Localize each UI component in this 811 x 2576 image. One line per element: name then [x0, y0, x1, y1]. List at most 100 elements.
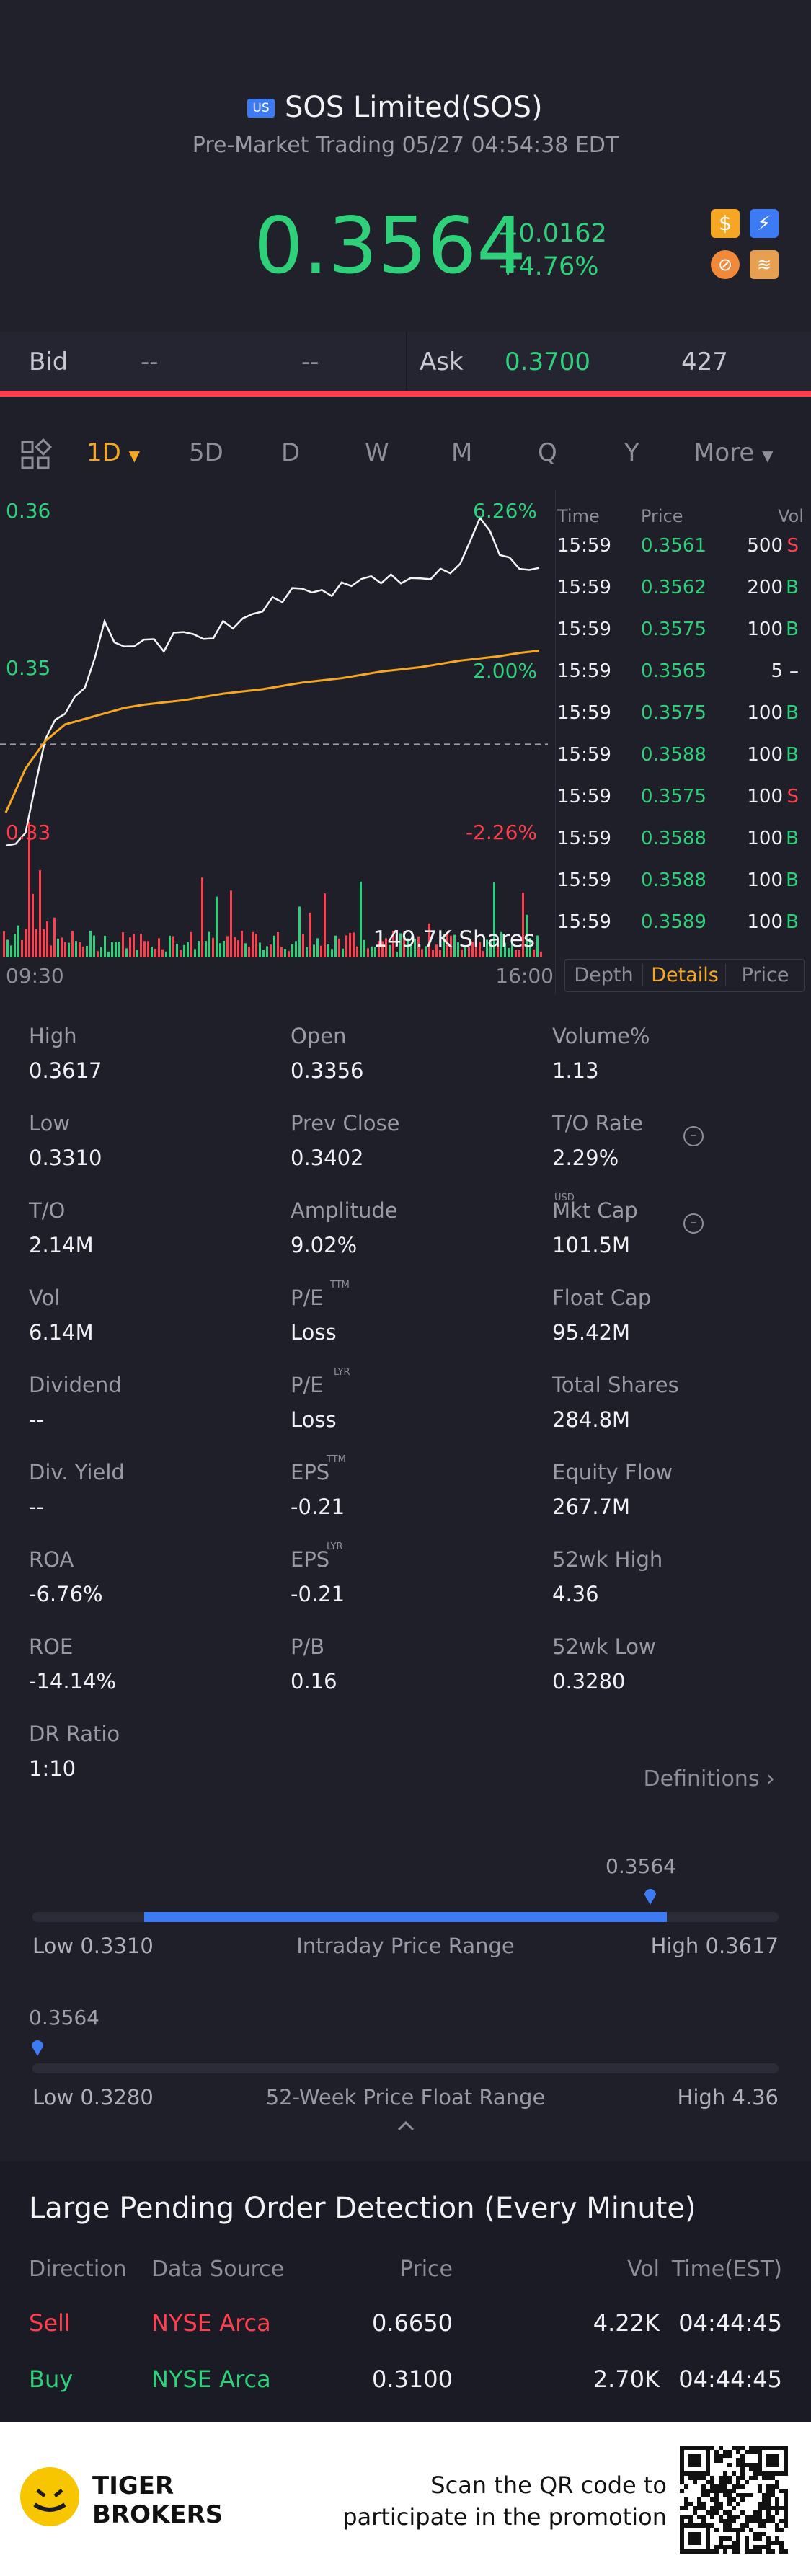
volume-bar [471, 942, 474, 957]
tab-y[interactable]: Y [624, 438, 639, 467]
qr-module [727, 2450, 732, 2454]
tab-m[interactable]: M [451, 438, 473, 467]
tab-w[interactable]: W [365, 438, 389, 467]
qr-module [784, 2549, 788, 2554]
qr-module [766, 2541, 771, 2545]
qr-module [701, 2471, 706, 2476]
qr-module [719, 2480, 723, 2484]
definitions-link[interactable]: Definitions › [644, 1766, 775, 1792]
order-price: 0.6650 [372, 2309, 453, 2337]
volume-bar [446, 932, 448, 957]
qr-module [762, 2476, 766, 2480]
qr-module [771, 2463, 775, 2467]
volume-bar [407, 938, 409, 957]
mkt-cap-info-icon[interactable]: – [683, 1213, 704, 1234]
order-source: NYSE Arca [151, 2365, 271, 2393]
qr-module [762, 2523, 766, 2528]
qr-module [688, 2463, 693, 2467]
qr-module [784, 2506, 788, 2510]
stat-value: 101.5M [552, 1233, 631, 1257]
volume-bar [280, 947, 283, 957]
dollar-icon[interactable]: $ [711, 209, 740, 238]
qr-module [766, 2545, 771, 2549]
qr-module [745, 2545, 749, 2549]
qr-module [719, 2519, 723, 2523]
stat-value: 0.3617 [29, 1058, 102, 1083]
qr-module [745, 2523, 749, 2528]
tab-d[interactable]: D [281, 438, 301, 467]
qr-module [706, 2528, 710, 2532]
qr-module [714, 2493, 719, 2497]
stat-value: -- [29, 1407, 44, 1432]
qr-module [736, 2446, 740, 2450]
volume-bar [363, 939, 365, 957]
qr-module [684, 2502, 688, 2506]
tab-5d[interactable]: 5D [189, 438, 223, 467]
qr-module [758, 2510, 762, 2515]
qr-module [736, 2536, 740, 2541]
qr-module [766, 2454, 771, 2458]
qr-module [723, 2528, 727, 2532]
volume-bar [486, 939, 488, 957]
week52-track [32, 2063, 779, 2073]
stat-value: -0.21 [291, 1495, 345, 1519]
tab-depth[interactable]: Depth [565, 964, 643, 986]
qr-module [693, 2532, 697, 2536]
intraday-title: Intraday Price Range [296, 1934, 515, 1958]
options-icon[interactable]: ⊘ [711, 250, 740, 279]
tick-time: 15:59 [557, 535, 611, 557]
qr-module [697, 2549, 701, 2554]
qr-module [766, 2549, 771, 2554]
lightning-icon[interactable]: ⚡ [750, 209, 779, 238]
volume-bar [327, 944, 329, 957]
qr-module [723, 2545, 727, 2549]
tab-1d[interactable]: 1D ▼ [87, 438, 140, 467]
qr-module [719, 2484, 723, 2489]
tick-row: 15:59 0.3588 100 B [556, 869, 805, 911]
qr-module [740, 2458, 745, 2463]
tab-price[interactable]: Price [725, 964, 805, 986]
pending-order-row[interactable]: Buy NYSE Arca 0.3100 2.70K 04:44:45 [0, 2365, 811, 2422]
tab-details[interactable]: Details [651, 964, 719, 986]
volume-bar [75, 941, 77, 957]
volume-bar [526, 914, 528, 957]
qr-module [688, 2541, 693, 2545]
qr-module [732, 2484, 736, 2489]
intraday-chart[interactable]: 0.36 0.35 0.33 6.26% 2.00% -2.26% 149.7K… [0, 490, 555, 988]
qr-module [766, 2484, 771, 2489]
qr-module [753, 2510, 758, 2515]
to-rate-info-icon[interactable]: – [683, 1126, 704, 1146]
qr-module [753, 2463, 758, 2467]
qr-module [680, 2532, 684, 2536]
stat-value: 2.29% [552, 1146, 619, 1170]
qr-module [771, 2506, 775, 2510]
qr-module [680, 2528, 684, 2532]
qr-module [732, 2519, 736, 2523]
stock-statistics: High 0.3617 Open 0.3356 Volume% 1.13 Low 0.3310… [0, 1024, 811, 1802]
layout-grid-icon[interactable] [20, 438, 53, 470]
education-icon[interactable]: ≋ [750, 250, 779, 279]
week52-marker-pin [30, 2039, 45, 2056]
qr-module [779, 2471, 784, 2476]
tab-more[interactable]: More ▼ [693, 438, 774, 467]
qr-module [701, 2549, 706, 2554]
qr-module [697, 2536, 701, 2541]
qr-module [693, 2541, 697, 2545]
qr-code[interactable] [677, 2443, 791, 2557]
pending-header-vol: Vol [627, 2257, 660, 2282]
pending-order-row[interactable]: Sell NYSE Arca 0.6650 4.22K 04:44:45 [0, 2309, 811, 2365]
collapse-chevron-icon[interactable] [395, 2118, 417, 2133]
x-axis-end: 16:00 [495, 964, 554, 988]
tab-q[interactable]: Q [538, 438, 557, 467]
qr-module [784, 2467, 788, 2471]
qr-module [766, 2497, 771, 2502]
tick-time: 15:59 [557, 828, 611, 849]
volume-bar [3, 931, 5, 957]
qr-module [753, 2476, 758, 2480]
qr-module [697, 2497, 701, 2502]
stat-label: Amplitude [291, 1198, 398, 1223]
stock-title: SOS Limited(SOS) [285, 91, 543, 124]
tick-time: 15:59 [557, 786, 611, 807]
qr-module [719, 2446, 723, 2450]
qr-module [706, 2532, 710, 2536]
